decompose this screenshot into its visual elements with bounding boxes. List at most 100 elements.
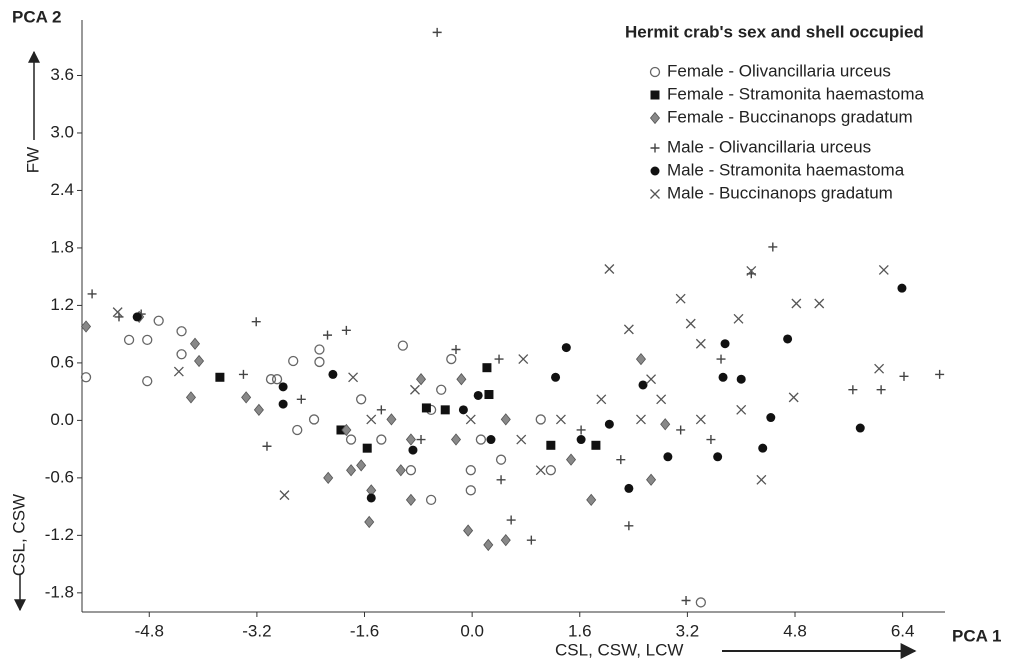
point — [516, 434, 527, 445]
point — [604, 419, 614, 429]
point — [482, 363, 492, 373]
point — [716, 354, 726, 364]
point — [635, 352, 646, 366]
point — [80, 372, 92, 383]
point — [486, 435, 496, 445]
point — [395, 464, 406, 477]
point — [176, 349, 187, 360]
point — [465, 485, 476, 496]
point — [720, 339, 730, 349]
point — [314, 356, 325, 368]
x-tick-label: -3.2 — [242, 621, 271, 640]
point — [616, 455, 626, 465]
point — [265, 374, 277, 385]
point — [323, 330, 333, 340]
legend-label: Female - Buccinanops gradatum — [667, 107, 913, 126]
point — [356, 394, 367, 405]
point — [535, 465, 546, 476]
point — [185, 391, 196, 404]
point — [695, 597, 706, 608]
point — [756, 474, 767, 485]
point — [623, 324, 634, 335]
y-annotation-bottom: CSL, CSW — [9, 494, 28, 576]
point — [576, 425, 586, 435]
point — [878, 265, 889, 275]
point — [526, 535, 536, 545]
point — [718, 372, 728, 382]
x-axis-label: PCA 1 — [952, 626, 1001, 645]
point — [576, 435, 586, 445]
point — [262, 441, 272, 451]
point — [251, 317, 261, 327]
point — [278, 382, 288, 392]
point — [345, 434, 357, 445]
point — [405, 465, 417, 476]
y-tick-label: 1.2 — [50, 295, 74, 314]
point — [238, 369, 248, 379]
point — [87, 289, 97, 299]
point — [855, 423, 865, 433]
point — [142, 375, 153, 387]
point — [663, 452, 673, 462]
point — [897, 283, 907, 293]
point — [636, 414, 646, 425]
point — [215, 372, 225, 382]
legend-swatch — [650, 90, 660, 100]
point — [314, 344, 325, 355]
legend-label: Male - Stramonita haemastoma — [667, 160, 905, 179]
x-tick-label: -4.8 — [135, 621, 164, 640]
point — [348, 372, 359, 383]
point — [695, 338, 706, 349]
point — [656, 394, 667, 405]
point — [446, 353, 457, 365]
point — [356, 459, 367, 472]
point — [646, 473, 657, 486]
x-tick-label: 1.6 — [568, 621, 592, 640]
point — [899, 371, 909, 381]
point — [278, 399, 288, 409]
point — [475, 434, 487, 445]
point — [416, 435, 426, 445]
legend-label: Male - Olivancillaria urceus — [667, 137, 871, 156]
point — [364, 515, 375, 529]
point — [545, 465, 556, 476]
point — [456, 373, 467, 386]
point — [341, 325, 351, 335]
point — [386, 413, 397, 426]
y-tick-label: 3.0 — [50, 122, 74, 141]
x-tick-label: 4.8 — [783, 621, 807, 640]
y-tick-label: 0.0 — [50, 410, 74, 429]
point — [646, 374, 657, 385]
point — [436, 384, 447, 395]
legend-swatch — [649, 66, 661, 78]
legend-label: Female - Stramonita haemastoma — [667, 84, 925, 103]
point — [624, 483, 634, 493]
point — [876, 385, 886, 395]
point — [675, 293, 686, 304]
point — [458, 405, 468, 415]
point — [638, 380, 648, 390]
point — [288, 355, 299, 367]
point — [362, 443, 372, 453]
y-annotation-top: FW — [23, 147, 42, 173]
legend-swatch — [650, 143, 660, 153]
point — [591, 440, 601, 450]
point — [425, 494, 437, 506]
point — [450, 433, 462, 446]
point — [346, 464, 357, 477]
point — [555, 414, 566, 425]
point — [405, 493, 416, 507]
point — [604, 264, 615, 274]
point — [341, 423, 352, 437]
point — [733, 313, 744, 324]
point — [142, 334, 153, 346]
point — [296, 394, 306, 404]
point — [596, 394, 607, 405]
point — [440, 405, 450, 415]
point — [81, 320, 92, 333]
point — [132, 312, 142, 322]
point — [624, 521, 634, 531]
point — [484, 390, 494, 400]
point — [376, 434, 387, 445]
